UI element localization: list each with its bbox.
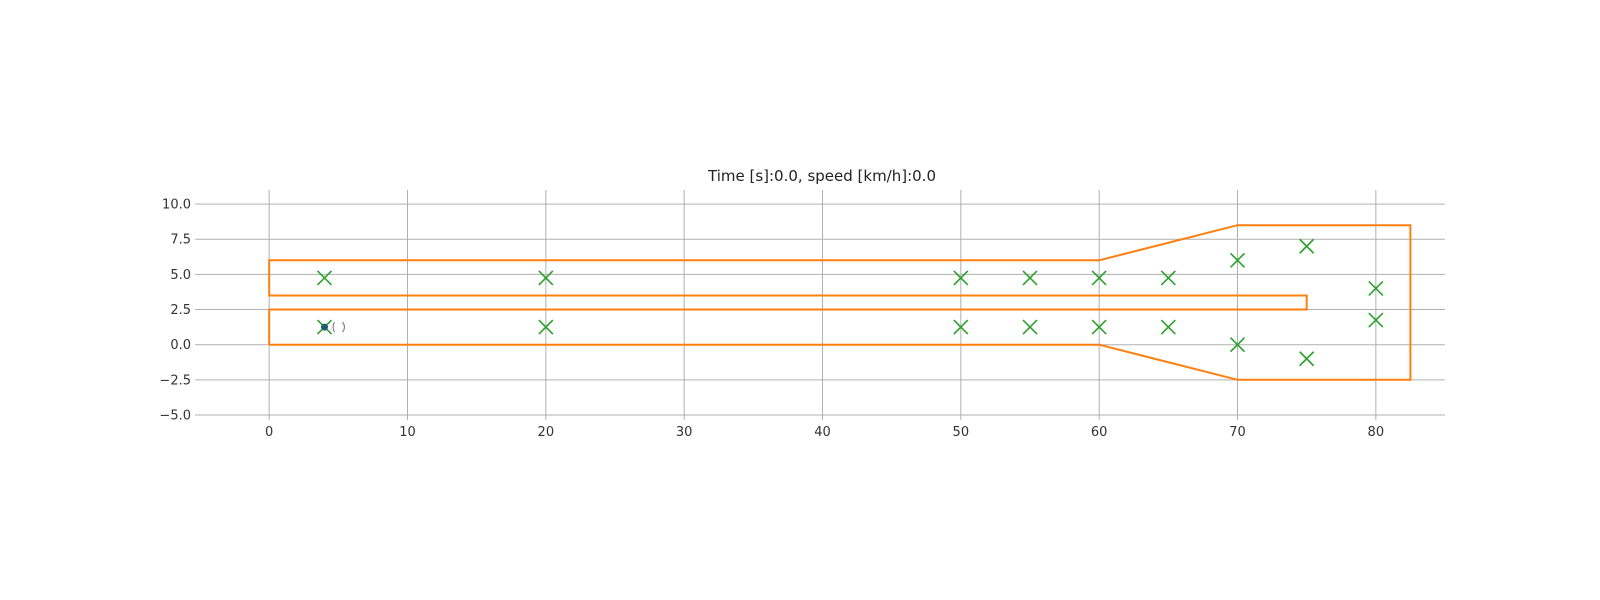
cone-stroke [1160, 270, 1176, 286]
cone-marker [538, 270, 554, 286]
cone-stroke [1368, 312, 1384, 328]
cone-stroke [538, 319, 554, 335]
cone-stroke [1229, 337, 1246, 353]
cone-stroke [953, 270, 969, 286]
cone-stroke [538, 270, 554, 286]
cone-marker [1368, 280, 1384, 297]
cone-marker [1299, 351, 1315, 367]
chart-title: Time [s]:0.0, speed [km/h]:0.0 [707, 167, 936, 185]
cone-marker [1229, 252, 1246, 268]
vehicle [321, 321, 345, 333]
cone-marker [1229, 337, 1246, 353]
cone-stroke [1299, 238, 1315, 254]
x-tick-label: 30 [676, 425, 693, 440]
x-tick-label: 0 [265, 425, 273, 440]
cone-stroke [953, 319, 969, 335]
x-tick-label: 10 [399, 425, 416, 440]
cone-marker [1022, 319, 1038, 335]
y-tick-label: −5.0 [159, 409, 191, 424]
y-tick-label: 10.0 [162, 198, 191, 213]
y-tick-label: 2.5 [170, 303, 191, 318]
x-tick-label: 80 [1368, 425, 1385, 440]
vehicle-wheel-outline [332, 321, 335, 333]
y-tick-label: 5.0 [170, 268, 191, 283]
cone-stroke [1299, 351, 1315, 367]
course-boundary [268, 224, 1412, 381]
y-tick-label: 7.5 [170, 233, 191, 248]
cone-stroke [1091, 270, 1107, 286]
cone-marker [538, 319, 554, 335]
axis-ticks: 0 10 20 30 40 50 60 70 80 10.0 7.5 5.0 2.5 0.0 −2.5 −5.… [159, 198, 1384, 440]
cone-marker [1368, 312, 1384, 328]
cone-markers [316, 238, 1384, 367]
cone-marker [1299, 238, 1315, 254]
y-tick-label: 0.0 [170, 338, 191, 353]
cone-marker [1022, 270, 1038, 286]
cone-stroke [1022, 319, 1038, 335]
x-tick-label: 40 [814, 425, 831, 440]
cone-marker [1160, 319, 1176, 335]
vehicle-wheel-outline [342, 321, 345, 333]
cone-marker [1160, 270, 1176, 286]
cone-marker [953, 319, 969, 335]
cone-stroke [316, 270, 333, 286]
course-line [268, 224, 1412, 381]
cone-stroke [1368, 280, 1384, 297]
cone-marker [316, 270, 333, 286]
x-tick-label: 20 [538, 425, 555, 440]
cone-marker [1091, 319, 1107, 335]
y-tick-label: −2.5 [159, 373, 191, 388]
cone-marker [953, 270, 969, 286]
x-tick-label: 50 [953, 425, 970, 440]
grid [200, 190, 1445, 416]
cone-stroke [1091, 319, 1107, 335]
cone-stroke [1229, 252, 1246, 268]
x-tick-label: 70 [1229, 425, 1246, 440]
x-tick-label: 60 [1091, 425, 1108, 440]
cone-stroke [1022, 270, 1038, 286]
vehicle-body [321, 323, 328, 331]
cone-marker [1091, 270, 1107, 286]
cone-stroke [1160, 319, 1176, 335]
